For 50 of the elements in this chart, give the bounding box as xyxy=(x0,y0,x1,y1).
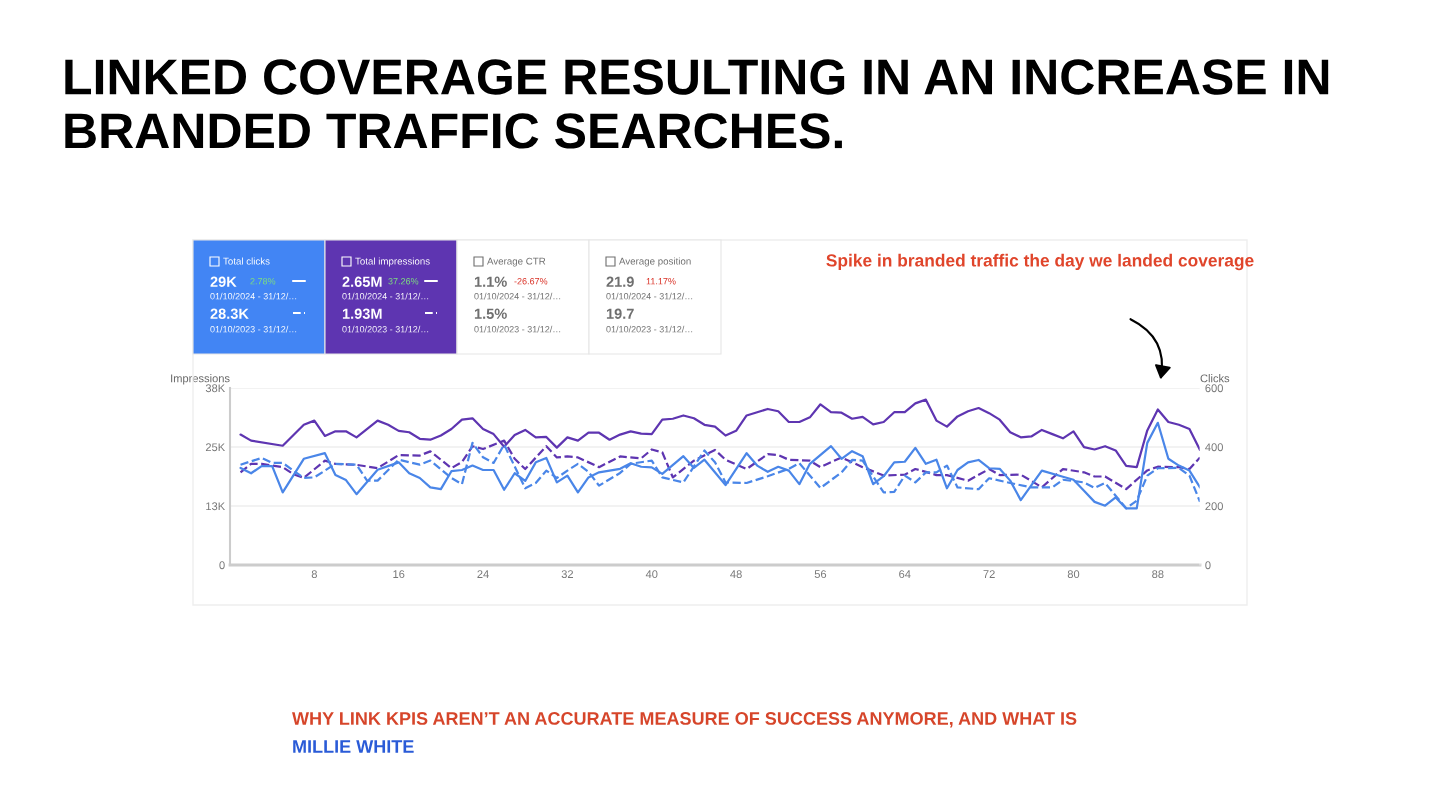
text: Average position xyxy=(619,257,691,267)
x-tick-label: 72 xyxy=(983,570,995,578)
text: Average CTR xyxy=(487,257,546,267)
text: 01/10/2024 - 31/12/… xyxy=(210,292,297,300)
text: Total impressions xyxy=(355,257,430,267)
x-tick-label: 24 xyxy=(477,570,489,578)
x-tick-label: 64 xyxy=(899,570,911,579)
y2-tick-label: 400 xyxy=(1205,443,1223,452)
x-tick-label: 40 xyxy=(645,570,658,579)
text: 11.17% xyxy=(646,278,676,285)
text: 2.78% xyxy=(250,278,276,285)
y-axis-title: Impressions xyxy=(171,374,230,385)
text: 01/10/2024 - 31/12/… xyxy=(606,292,693,300)
text: 1.5% xyxy=(474,308,507,319)
text: 01/10/2023 - 31/12/… xyxy=(474,325,561,333)
text: 2.65M xyxy=(342,276,382,287)
x-tick-label: 16 xyxy=(393,570,405,579)
y-tick-label: 0 xyxy=(219,561,225,570)
x-tick-label: 8 xyxy=(311,570,317,579)
y2-tick-label: 600 xyxy=(1205,384,1223,393)
text: 28.3K xyxy=(210,308,249,319)
chart-title: LINKED COVERAGE RESULTING IN AN INCREASE IN BRANDED TRAFFIC SEARCHES. xyxy=(65,59,1329,149)
x-tick-label: 80 xyxy=(1067,570,1080,579)
text: 01/10/2024 - 31/12/… xyxy=(474,292,561,300)
x-tick-label: 56 xyxy=(814,570,827,579)
text: 19.7 xyxy=(606,308,634,319)
y-tick-label: 38K xyxy=(205,384,226,393)
text: WHY LINK KPIS AREN’T AN ACCURATE MEASURE OF SUCCESS ANYMORE, AND WHAT IS xyxy=(292,712,1077,728)
line-series xyxy=(239,421,1200,510)
text: 37.26% xyxy=(388,278,419,285)
text: 29K xyxy=(210,276,237,287)
text: -26.67% xyxy=(514,278,548,285)
text: 1.93M xyxy=(342,308,382,319)
x-tick-label: 88 xyxy=(1152,570,1164,579)
y2-tick-label: 200 xyxy=(1205,502,1223,511)
y-tick-label: 25K xyxy=(205,443,226,452)
text: 01/10/2024 - 31/12/… xyxy=(342,292,429,300)
text: 01/10/2023 - 31/12/… xyxy=(606,325,693,333)
text: 01/10/2023 - 31/12/… xyxy=(210,325,297,333)
text: 21.9 xyxy=(606,276,634,287)
text: MILLIE WHITE xyxy=(293,740,414,753)
x-tick-label: 48 xyxy=(730,570,742,579)
text: 01/10/2023 - 31/12/… xyxy=(342,325,429,333)
y2-axis-title: Clicks xyxy=(1200,374,1230,383)
text: 1.1% xyxy=(474,276,507,287)
y2-tick-label: 0 xyxy=(1205,561,1211,570)
text: Spike in branded traffic the day we landed coverage xyxy=(826,253,1254,271)
text: Total clicks xyxy=(223,257,270,265)
x-tick-label: 32 xyxy=(561,570,574,579)
y-tick-label: 13K xyxy=(206,502,226,511)
